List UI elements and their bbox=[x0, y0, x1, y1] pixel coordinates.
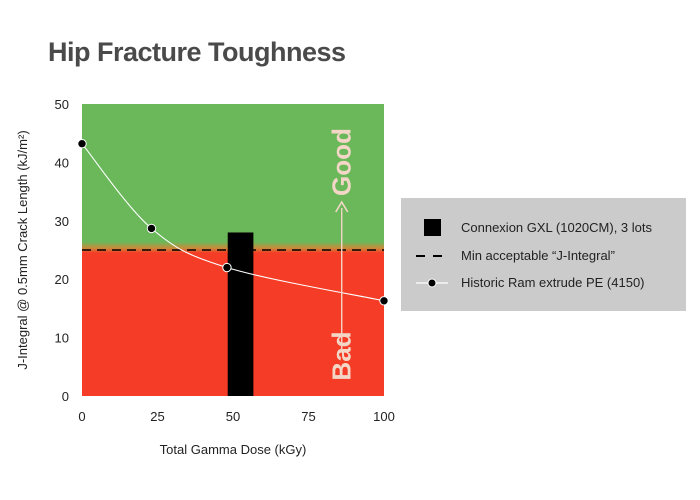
series-points bbox=[77, 139, 389, 306]
bad-label: Bad bbox=[327, 331, 357, 380]
x-tick-label: 100 bbox=[373, 409, 395, 424]
y-tick-label: 0 bbox=[62, 389, 69, 404]
bar-connexion-gxl bbox=[227, 232, 254, 396]
series-point bbox=[379, 296, 389, 306]
x-tick-label: 25 bbox=[150, 409, 164, 424]
y-tick-label: 50 bbox=[55, 97, 69, 112]
series-point bbox=[146, 223, 157, 234]
plot-area: Good Bad bbox=[77, 104, 389, 396]
legend-bar-swatch bbox=[424, 219, 441, 236]
legend-box bbox=[401, 198, 686, 311]
y-axis-ticks: 0 10 20 30 40 50 bbox=[55, 97, 69, 404]
chart-title: Hip Fracture Toughness bbox=[48, 37, 346, 67]
y-tick-label: 40 bbox=[55, 155, 69, 170]
direction-arrow-head bbox=[335, 200, 349, 213]
annotation-layer: Good Bad bbox=[327, 128, 357, 381]
legend-threshold-label: Min acceptable “J-Integral” bbox=[461, 248, 615, 263]
x-tick-label: 50 bbox=[226, 409, 240, 424]
x-axis-ticks: 0 25 50 75 100 bbox=[78, 409, 394, 424]
y-axis-label: J-Integral @ 0.5mm Crack Length (kJ/m²) bbox=[15, 130, 30, 369]
series-point bbox=[222, 262, 232, 273]
series-line bbox=[81, 143, 385, 302]
x-tick-label: 0 bbox=[78, 409, 85, 424]
series-point bbox=[77, 139, 87, 149]
x-axis-label: Total Gamma Dose (kGy) bbox=[160, 442, 307, 457]
legend-series-label: Historic Ram extrude PE (4150) bbox=[461, 275, 645, 290]
legend: Connexion GXL (1020CM), 3 lots Min accep… bbox=[401, 198, 686, 311]
y-tick-label: 20 bbox=[55, 272, 69, 287]
legend-bar-label: Connexion GXL (1020CM), 3 lots bbox=[461, 220, 653, 235]
y-tick-label: 10 bbox=[55, 331, 69, 346]
good-label: Good bbox=[327, 128, 357, 196]
bar-layer bbox=[227, 232, 254, 396]
x-tick-label: 75 bbox=[301, 409, 315, 424]
legend-series-swatch-marker bbox=[427, 278, 437, 288]
y-tick-label: 30 bbox=[55, 214, 69, 229]
